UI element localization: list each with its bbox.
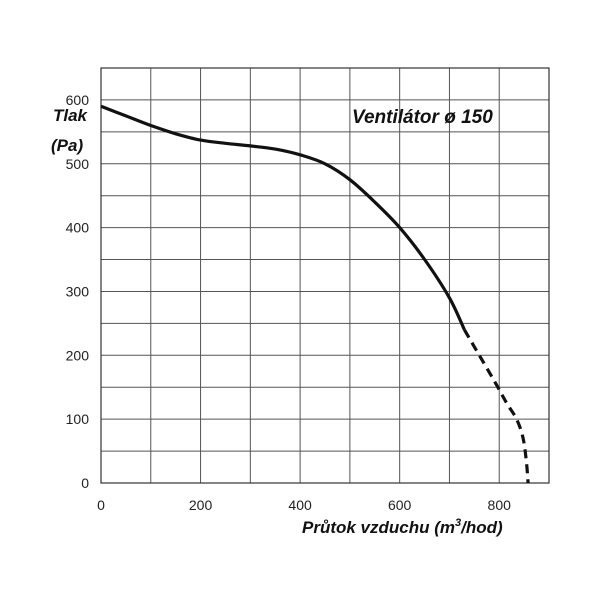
chart-title: Ventilátor ø 150 xyxy=(352,107,493,128)
x-tick-label: 800 xyxy=(488,497,512,513)
x-axis-title-superscript: 3 xyxy=(455,517,461,529)
y-tick-label: 100 xyxy=(66,411,90,427)
y-tick-label: 600 xyxy=(66,92,90,108)
x-axis-title-main: Průtok vzduchu (m xyxy=(302,518,455,537)
y-tick-labels: 0 100 200 300 400 500 600 xyxy=(66,92,90,491)
curve-dashed-extension xyxy=(463,328,530,484)
y-tick-label: 500 xyxy=(66,156,90,172)
x-tick-label: 0 xyxy=(97,497,105,513)
x-tick-label: 600 xyxy=(388,497,412,513)
y-tick-label: 200 xyxy=(66,347,90,363)
x-axis-title: Průtok vzduchu (m3/hod) xyxy=(302,517,503,537)
y-tick-label: 300 xyxy=(66,283,90,299)
plot-background xyxy=(101,68,549,483)
x-tick-labels: 0 200 400 600 800 xyxy=(97,497,511,513)
y-axis-title-line1: Tlak xyxy=(53,106,89,125)
curves xyxy=(100,104,530,484)
x-tick-label: 400 xyxy=(288,497,312,513)
curve-solid xyxy=(100,104,466,331)
x-axis-title-end: /hod) xyxy=(460,518,503,537)
y-axis-title-line2: (Pa) xyxy=(51,136,83,155)
y-tick-label: 0 xyxy=(81,475,89,491)
plot-frame xyxy=(100,67,550,484)
x-tick-label: 200 xyxy=(189,497,213,513)
y-tick-label: 400 xyxy=(66,220,90,236)
